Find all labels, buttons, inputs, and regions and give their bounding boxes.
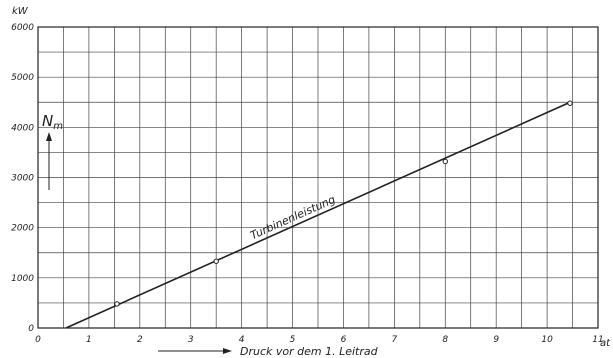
- x-tick-label: 6: [341, 335, 347, 345]
- x-label-text: Druck vor dem 1. Leitrad: [240, 345, 379, 358]
- plot-frame: [37, 26, 599, 329]
- x-tick-label: 1: [86, 335, 92, 345]
- y-axis-label: Nm: [42, 112, 63, 190]
- data-point: [567, 100, 573, 106]
- series-turbinenleistung: [65, 101, 571, 329]
- y-label-symbol: Nm: [42, 112, 63, 132]
- y-tick-labels: 0 1000 2000 3000 4000 5000 6000: [11, 23, 34, 334]
- y-label-arrow-head: [46, 132, 52, 141]
- y-tick-label: 2000: [11, 224, 34, 234]
- data-point: [442, 158, 448, 165]
- y-tick-label: 3000: [11, 174, 34, 184]
- y-tick-label: 6000: [11, 23, 34, 33]
- x-tick-labels: 0 1 2 3 4 5 6 7 8 9 10 11: [35, 335, 604, 345]
- x-tick-label: 2: [137, 335, 143, 345]
- x-axis-label: Druck vor dem 1. Leitrad: [158, 345, 379, 358]
- data-markers: [114, 100, 573, 307]
- data-point: [114, 301, 120, 307]
- x-label-arrow-head: [223, 348, 232, 354]
- x-tick-label: 0: [35, 335, 41, 345]
- x-tick-label: 4: [239, 335, 245, 345]
- x-tick-label: 5: [290, 335, 296, 345]
- y-tick-label: 4000: [11, 123, 34, 133]
- x-tick-label: 3: [188, 335, 194, 345]
- grid-lines: [37, 26, 599, 329]
- y-tick-label: 5000: [11, 73, 34, 83]
- x-tick-label: 11: [592, 335, 603, 345]
- x-tick-label: 10: [541, 335, 553, 345]
- series-label: Turbinenleistung: [248, 193, 337, 242]
- y-unit-label: kW: [12, 6, 29, 17]
- x-tick-label: 8: [442, 335, 448, 345]
- x-unit-label: at: [600, 338, 611, 349]
- series-line: [65, 101, 571, 329]
- x-tick-label: 7: [391, 335, 397, 345]
- data-point: [213, 258, 219, 264]
- y-tick-label: 0: [28, 324, 34, 334]
- x-tick-label: 9: [493, 335, 499, 345]
- y-tick-label: 1000: [11, 274, 34, 284]
